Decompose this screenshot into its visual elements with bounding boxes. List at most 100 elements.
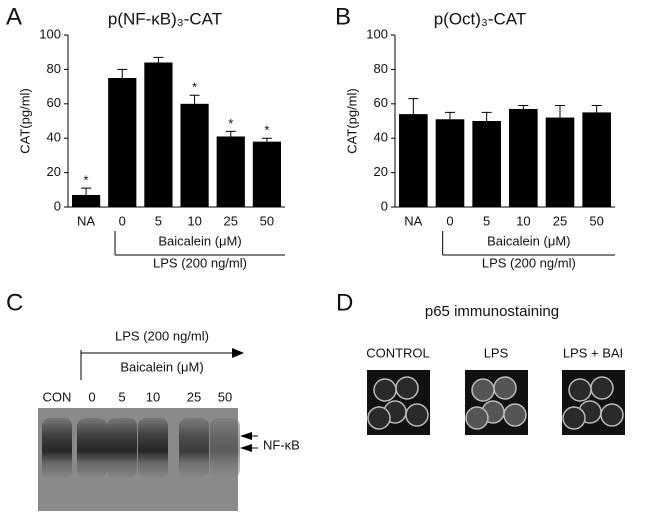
cell	[373, 378, 397, 402]
image-label: LPS + BAI	[563, 345, 623, 360]
gel-lane	[179, 418, 209, 478]
arrow-lower	[240, 444, 252, 452]
chart-title: p(Oct)₃-CAT	[434, 9, 527, 28]
y-tick-label: 100	[39, 26, 61, 41]
error-bar	[225, 130, 236, 137]
band-label: NF-κB	[263, 437, 300, 452]
bar	[144, 62, 173, 207]
bar	[71, 194, 101, 207]
cell	[562, 406, 586, 430]
error-bar	[445, 111, 455, 120]
cell	[395, 376, 419, 400]
lane-label: 25	[187, 389, 201, 404]
panel-letter: A	[6, 3, 22, 30]
x-tick-label: 10	[187, 213, 201, 228]
gel-lane	[77, 418, 107, 478]
lane-label: 0	[88, 389, 95, 404]
error-bar	[555, 105, 565, 118]
panel-letter: C	[6, 289, 23, 316]
bar	[180, 103, 209, 207]
error-bar	[81, 187, 92, 195]
x-tick-label: 5	[483, 213, 490, 228]
lane-label: CON	[43, 389, 72, 404]
y-tick-label: 60	[374, 95, 388, 110]
significance: *	[228, 116, 233, 131]
cell	[405, 403, 429, 427]
group-label: LPS (200 ng/ml)	[482, 255, 576, 270]
cell	[493, 376, 517, 400]
significance: *	[192, 80, 197, 95]
gel-lane	[107, 418, 137, 478]
chart-title: p(NF-κB)₃-CAT	[108, 9, 222, 28]
cell	[503, 403, 527, 427]
bar	[399, 114, 428, 207]
y-tick-label: 80	[47, 61, 61, 76]
gel-bands	[42, 418, 240, 478]
image-label: CONTROL	[366, 345, 430, 360]
treatment-label: LPS (200 ng/ml)	[115, 328, 209, 343]
y-axis-label: CAT(pg/ml)	[17, 88, 32, 153]
group-label: Baicalein (μM)	[487, 233, 570, 248]
significance: *	[84, 173, 89, 188]
lane-label: 5	[118, 389, 125, 404]
y-tick-label: 20	[47, 164, 61, 179]
x-tick-label: 0	[446, 213, 453, 228]
cell	[590, 376, 614, 400]
cell-images: CONTROL LPS LPS + BAI	[366, 345, 625, 435]
x-tick-label: NA	[404, 213, 422, 228]
bar	[472, 121, 501, 207]
gel-lane	[210, 418, 240, 478]
error-bar	[591, 105, 602, 113]
x-tick-label: 25	[224, 213, 238, 228]
bar	[435, 119, 465, 207]
lane-label: 50	[218, 389, 232, 404]
y-tick-label: 0	[54, 198, 61, 213]
y-tick-label: 100	[366, 26, 388, 41]
error-bar	[117, 68, 128, 78]
panel-letter: B	[335, 3, 351, 30]
error-bar	[153, 56, 164, 63]
image-label: LPS	[484, 345, 509, 360]
cell	[471, 378, 495, 402]
cell	[367, 406, 391, 430]
gel-lane	[138, 418, 168, 478]
error-bar	[481, 111, 492, 121]
x-tick-label: 10	[516, 213, 530, 228]
y-axis-label: CAT(pg/ml)	[344, 88, 359, 153]
bar	[216, 136, 245, 207]
panel-title: p65 immunostaining	[425, 303, 559, 320]
y-tick-label: 40	[374, 130, 388, 145]
y-tick-label: 0	[381, 198, 388, 213]
gradient-label: Baicalein (μM)	[120, 359, 203, 374]
bar	[582, 112, 611, 207]
x-tick-label: 5	[155, 213, 162, 228]
x-tick-label: 0	[119, 213, 126, 228]
error-bar	[261, 137, 272, 142]
group-label: LPS (200 ng/ml)	[153, 255, 247, 270]
x-tick-label: 50	[260, 213, 274, 228]
arrow-head	[232, 348, 244, 358]
lane-label: 10	[146, 389, 160, 404]
bar	[509, 108, 538, 207]
significance: *	[264, 123, 269, 138]
cell	[465, 406, 489, 430]
error-bar	[189, 94, 200, 104]
y-tick-label: 80	[374, 61, 388, 76]
x-tick-label: 25	[553, 213, 567, 228]
group-label: Baicalein (μM)	[158, 233, 241, 248]
x-tick-label: 50	[589, 213, 603, 228]
error-bar	[408, 98, 419, 115]
bar	[545, 117, 575, 207]
x-tick-label: NA	[77, 213, 95, 228]
panel-letter: D	[336, 289, 353, 316]
arrow-upper	[240, 432, 252, 440]
y-tick-label: 40	[47, 130, 61, 145]
bar	[252, 141, 282, 207]
cell	[568, 378, 592, 402]
gel-lane	[42, 418, 72, 478]
lane-labels: CON 0 5 10 25 50	[43, 389, 233, 404]
error-bar	[518, 105, 529, 109]
y-tick-label: 60	[47, 95, 61, 110]
y-tick-label: 20	[374, 164, 388, 179]
